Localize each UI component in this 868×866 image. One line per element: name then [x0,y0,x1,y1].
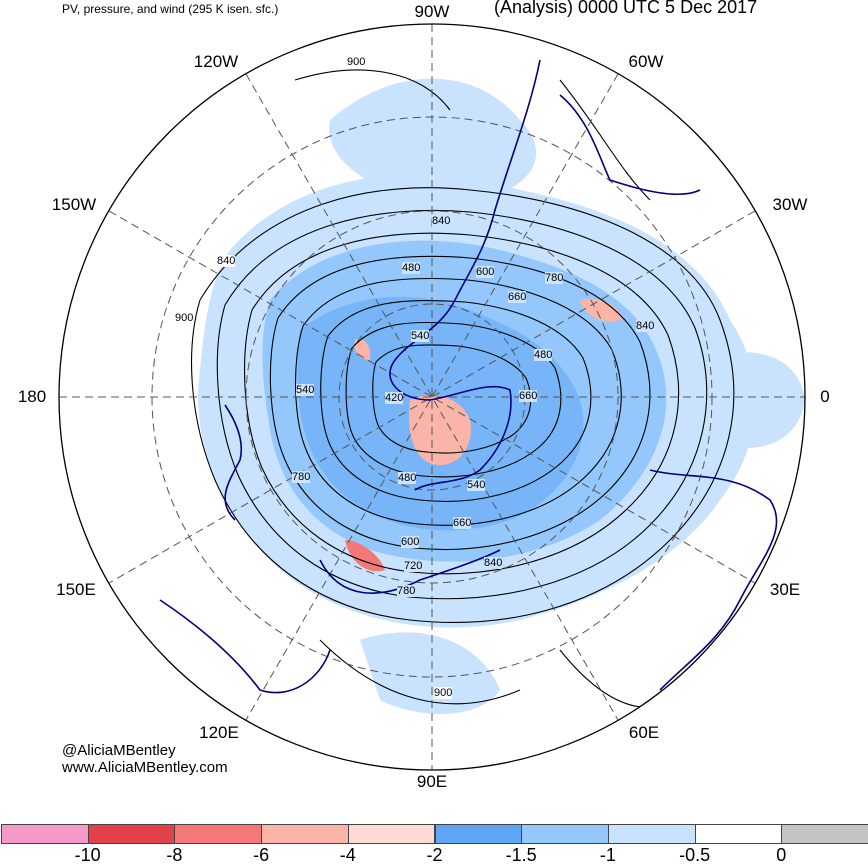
pv-shading [198,78,805,714]
lon-label-120w: 120W [193,52,239,71]
map-boundary [58,23,806,771]
pressure-contours [191,69,735,709]
lon-label-30e: 30E [769,580,801,599]
colorbar-swatch [434,824,523,844]
colorbar-label: -4 [339,845,356,865]
lon-label-30w: 30W [772,195,808,214]
colorbar-label: -6 [253,845,270,865]
colorbar-label: 0 [776,845,787,865]
colorbar-label: -1.5 [505,845,537,865]
colorbar-swatch [521,824,609,844]
colorbar-swatch [347,824,436,844]
credit-twitter: @AliciaMBentley [62,742,176,759]
colorbar-label: -0.5 [679,845,711,865]
lon-label-90e: 90E [416,772,448,791]
colorbar-swatch [607,824,696,844]
credit-website: www.AliciaMBentley.com [62,759,228,776]
lon-label-150w: 150W [51,195,97,214]
map-subtitle: PV, pressure, and wind (295 K isen. sfc.… [62,2,279,16]
lon-label-150e: 150E [56,580,96,599]
colorbar-swatch [1,824,89,844]
map-interior [191,69,805,714]
coastlines [159,59,778,694]
map-title: (Analysis) 0000 UTC 5 Dec 2017 [494,0,758,17]
colorbar-swatch [781,824,868,844]
colorbar-swatch [261,824,349,844]
lon-label-60w: 60W [628,52,664,71]
colorbar-label: -2 [426,845,443,865]
lon-label-180: 180 [17,387,47,406]
colorbar-label: -1 [599,845,616,865]
lon-label-120e: 120E [199,723,239,742]
colorbar-swatch [87,824,176,844]
lon-label-90w: 90W [414,2,450,21]
lon-label-60e: 60E [628,723,660,742]
colorbar-swatch [694,824,783,844]
colorbar-swatch [174,824,263,844]
colorbar-label: -8 [166,845,183,865]
colorbar-label: -10 [74,845,101,865]
lon-label-0: 0 [820,387,830,406]
